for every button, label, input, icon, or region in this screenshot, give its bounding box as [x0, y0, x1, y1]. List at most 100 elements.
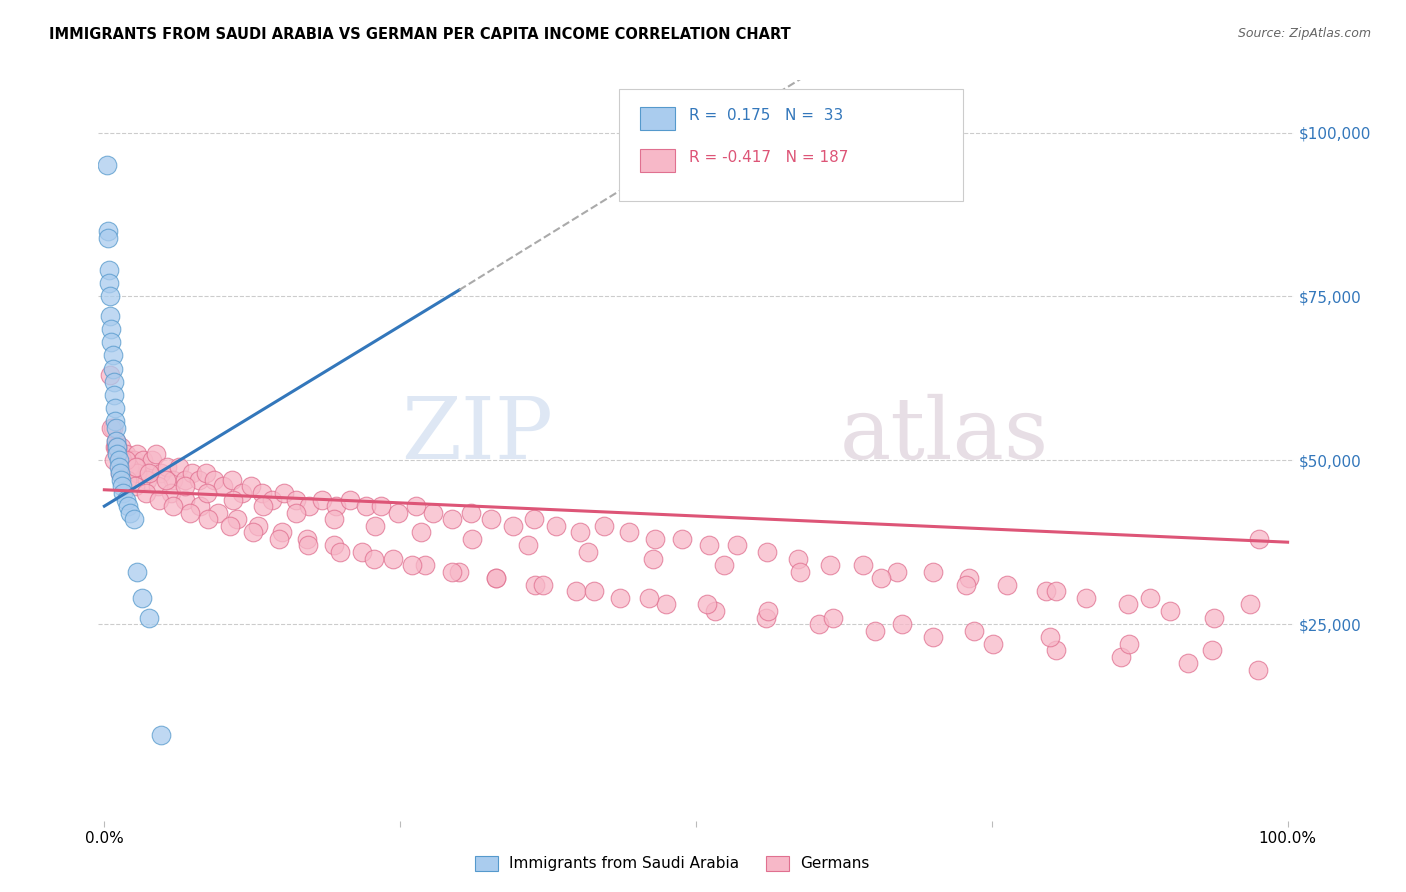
Point: [105, 434, 128, 448]
Point: [273, 486, 295, 500]
Point: [114, 453, 136, 467]
Point: [523, 512, 546, 526]
Point: [852, 558, 875, 573]
Point: [818, 558, 841, 573]
Point: [105, 440, 128, 454]
Point: [101, 420, 124, 434]
Point: [1039, 630, 1062, 644]
Point: [1076, 591, 1098, 605]
Point: [269, 532, 291, 546]
Point: [262, 492, 284, 507]
Point: [118, 459, 141, 474]
Point: [382, 551, 405, 566]
Point: [808, 617, 831, 632]
Point: [786, 551, 808, 566]
Point: [995, 578, 1018, 592]
Point: [162, 473, 184, 487]
Point: [108, 467, 131, 481]
Point: [100, 322, 122, 336]
Point: [890, 617, 912, 632]
Point: [188, 473, 211, 487]
Point: [156, 459, 179, 474]
Point: [485, 571, 508, 585]
Point: [285, 492, 308, 507]
Point: [546, 518, 568, 533]
Point: [354, 499, 377, 513]
Point: [422, 506, 444, 520]
Point: [97, 224, 120, 238]
Text: atlas: atlas: [839, 394, 1049, 477]
Point: [105, 420, 128, 434]
Point: [869, 571, 891, 585]
Point: [218, 518, 240, 533]
Point: [120, 506, 142, 520]
Point: [485, 571, 508, 585]
Point: [131, 591, 153, 605]
Point: [981, 637, 1004, 651]
Point: [114, 492, 136, 507]
Point: [162, 499, 184, 513]
Point: [136, 467, 159, 481]
Point: [516, 539, 538, 553]
Point: [98, 289, 121, 303]
Point: [122, 512, 145, 526]
Point: [135, 486, 157, 500]
Point: [363, 551, 385, 566]
Point: [955, 578, 977, 592]
Point: [225, 512, 247, 526]
Point: [697, 539, 720, 553]
Point: [98, 368, 121, 383]
Point: [111, 453, 134, 467]
Point: [103, 453, 125, 467]
Point: [755, 610, 778, 624]
Point: [108, 467, 131, 481]
Point: [107, 447, 129, 461]
Point: [725, 539, 748, 553]
Point: [247, 518, 270, 533]
Point: [112, 453, 135, 467]
Point: [1249, 532, 1271, 546]
Point: [105, 440, 128, 454]
Point: [696, 598, 718, 612]
Point: [637, 591, 659, 605]
Point: [117, 499, 139, 513]
Point: [105, 447, 128, 461]
Point: [110, 440, 132, 454]
Point: [98, 277, 121, 291]
Point: [188, 499, 211, 513]
Point: [1201, 643, 1223, 657]
Point: [755, 545, 778, 559]
Point: [370, 499, 392, 513]
Point: [502, 518, 524, 533]
Text: Germans: Germans: [800, 856, 869, 871]
Point: [127, 447, 149, 461]
Point: [401, 558, 423, 573]
Point: [387, 506, 409, 520]
Point: [411, 525, 433, 540]
Point: [150, 729, 173, 743]
Point: [148, 492, 170, 507]
Point: [104, 401, 127, 415]
Point: [146, 479, 169, 493]
Point: [128, 459, 150, 474]
Point: [1239, 598, 1261, 612]
Point: [132, 453, 155, 467]
Point: [756, 604, 779, 618]
Point: [886, 565, 908, 579]
Point: [207, 506, 229, 520]
Point: [703, 604, 725, 618]
Text: Immigrants from Saudi Arabia: Immigrants from Saudi Arabia: [509, 856, 740, 871]
Point: [122, 453, 145, 467]
Point: [1035, 584, 1057, 599]
Point: [111, 479, 134, 493]
Point: [145, 447, 167, 461]
Point: [103, 375, 125, 389]
Point: [311, 492, 333, 507]
Point: [531, 578, 554, 592]
Point: [138, 467, 160, 481]
Point: [159, 486, 181, 500]
Text: ZIP: ZIP: [401, 394, 553, 477]
Point: [240, 479, 263, 493]
Point: [107, 459, 129, 474]
Point: [98, 263, 121, 277]
